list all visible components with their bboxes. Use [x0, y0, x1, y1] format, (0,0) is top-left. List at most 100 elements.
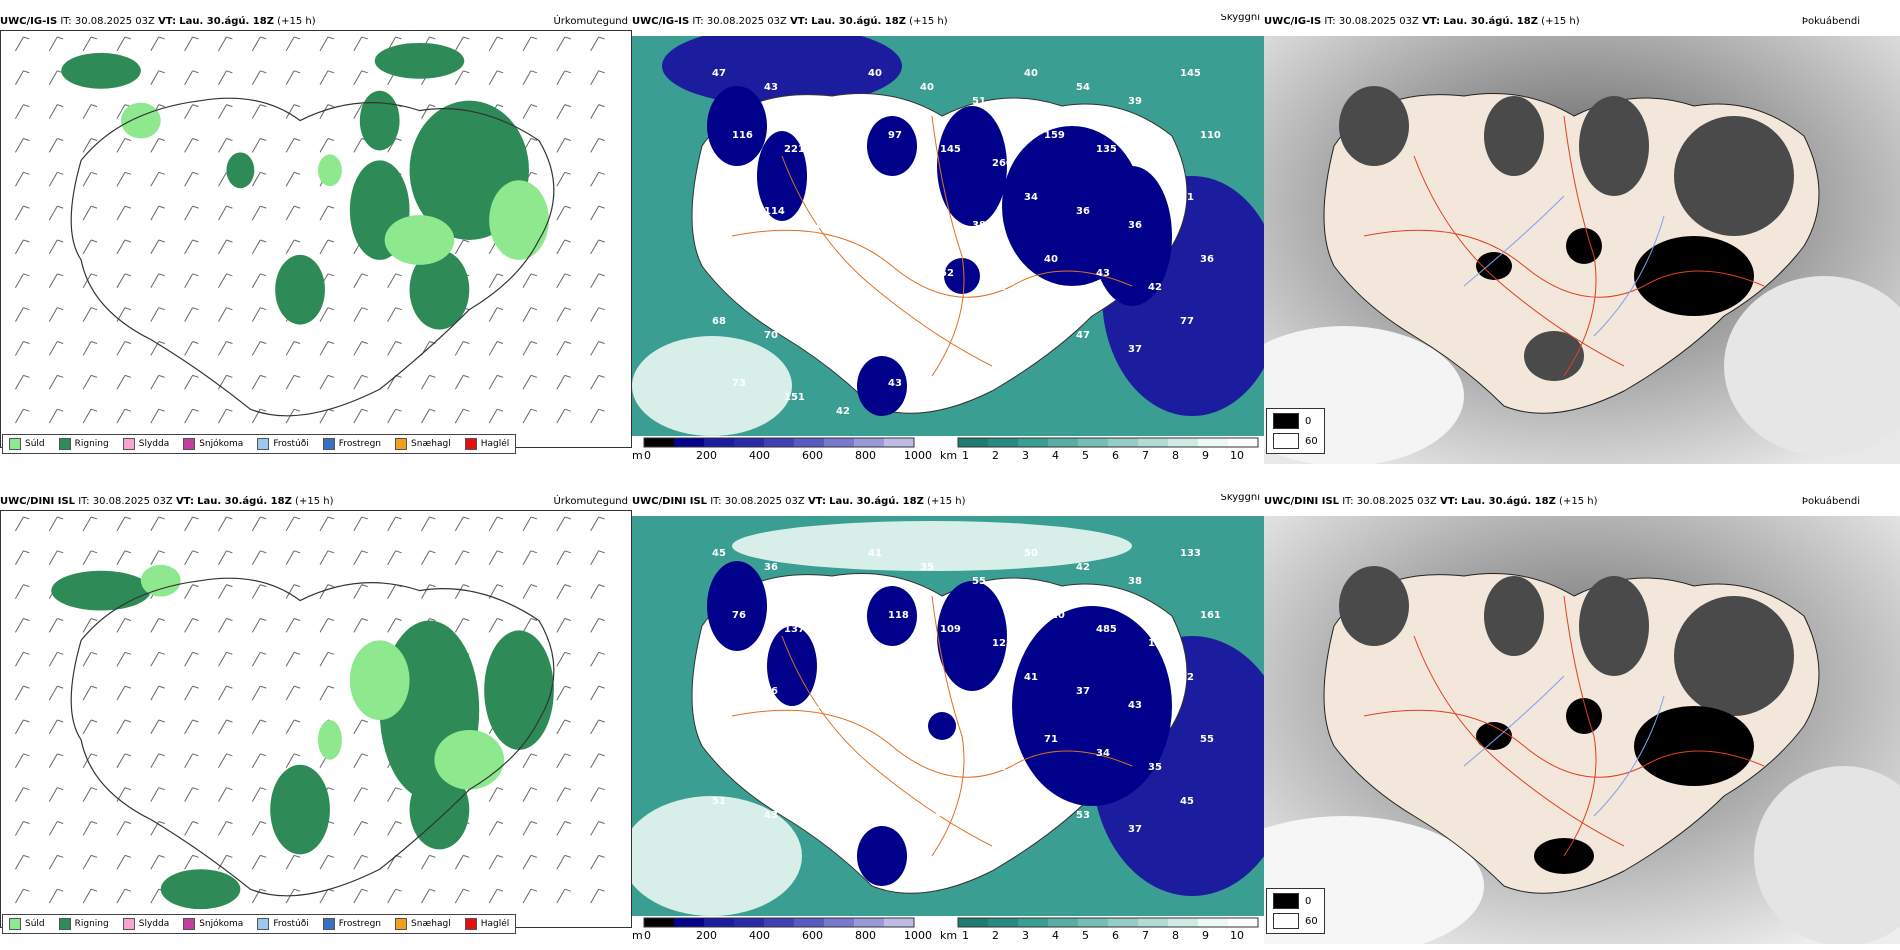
wind-barb — [556, 584, 566, 599]
wind-barb — [285, 516, 295, 532]
wind-barb-flag — [23, 685, 30, 689]
wind-barb-flag — [192, 618, 199, 621]
wind-barb — [251, 516, 261, 532]
lead-time: (+15 h) — [1559, 496, 1598, 507]
wind-barb-flag — [361, 821, 368, 824]
cloud-value: 50 — [1024, 548, 1038, 559]
valid-time: Lau. 30.ágú. 18Z — [197, 496, 292, 507]
height-tick: 800 — [855, 449, 876, 462]
precip-panel-bottom: UWC/DINI ISL IT: 30.08.2025 03Z VT: Lau.… — [0, 494, 632, 944]
cloud-value: 51 — [1180, 192, 1194, 203]
wind-barb-flag — [192, 685, 199, 689]
wind-barb-flag — [530, 584, 538, 588]
wind-barb — [556, 307, 566, 322]
wind-barb-flag — [158, 171, 165, 175]
wind-barb — [387, 307, 397, 322]
wind-barb — [590, 787, 600, 802]
wind-barb — [184, 70, 194, 85]
wind-barb-flag — [293, 70, 301, 74]
wind-barb-flag — [598, 516, 605, 520]
wind-barb-flag — [598, 854, 605, 858]
cloud-value: 56 — [784, 268, 798, 279]
wind-barb — [218, 239, 227, 255]
wind-barb — [116, 172, 126, 187]
wind-barb-flag — [158, 70, 165, 74]
wind-barb — [218, 753, 227, 769]
km-unit: km — [940, 929, 958, 942]
wind-barb — [251, 375, 261, 390]
wind-barb-flag — [463, 374, 470, 378]
wind-barb-flag — [598, 753, 605, 757]
km-tick: 5 — [1082, 449, 1089, 462]
wind-barb-flag — [564, 374, 571, 378]
fog-panel-top: UWC/IG-IS IT: 30.08.2025 03Z VT: Lau. 30… — [1264, 14, 1900, 464]
wind-barb — [251, 753, 261, 769]
wind-barb-flag — [226, 719, 233, 723]
wind-barb-flag — [23, 854, 30, 858]
legend-item-snow: Snjókoma — [183, 438, 243, 450]
wind-barb-flag — [192, 138, 199, 141]
fog-legend-max: 60 — [1305, 915, 1318, 927]
wind-barb-flag — [327, 341, 335, 344]
wind-barb-flag — [260, 753, 267, 757]
cloud-value: 45 — [712, 548, 726, 559]
wind-barb — [522, 787, 532, 802]
wind-barb — [454, 239, 464, 255]
cloud-value: 37 — [920, 206, 934, 217]
wind-barb-flag — [598, 273, 605, 277]
wind-barb — [218, 104, 227, 119]
wind-barb — [48, 618, 58, 633]
wind-barb — [82, 550, 92, 565]
wind-barb-flag — [530, 171, 538, 175]
wind-barb — [251, 172, 261, 187]
wind-barb-flag — [260, 273, 267, 277]
wind-barb-flag — [598, 239, 605, 243]
cloud-value: 37 — [940, 748, 954, 759]
legend-item-snow-pellets: Snæhagl — [395, 438, 451, 450]
wind-barb-flag — [57, 374, 64, 378]
wind-barb — [590, 70, 600, 85]
wind-barb-flag — [23, 787, 30, 791]
wind-barb-flag — [463, 888, 470, 892]
wind-barb-flag — [327, 307, 335, 311]
wind-barb — [421, 516, 430, 532]
wind-barb — [184, 787, 194, 802]
precip-legend: Súld Rigning Slydda Snjókoma Frostúði Fr… — [2, 914, 517, 934]
fog-legend: 0 60 — [1266, 888, 1325, 934]
cloud-value: 40 — [1024, 68, 1038, 79]
km-tick: 4 — [1052, 449, 1059, 462]
model-name: UWC/IG-IS — [1264, 16, 1322, 27]
wind-barb-flag — [361, 36, 368, 40]
panel-header: UWC/IG-IS IT: 30.08.2025 03Z VT: Lau. 30… — [0, 14, 632, 30]
run-time: 30.08.2025 03Z — [1338, 16, 1419, 27]
cloud-value: 53 — [1076, 810, 1090, 821]
wind-barb — [522, 888, 532, 904]
wind-barb — [15, 307, 24, 322]
wind-barb — [590, 550, 600, 565]
wind-barb-flag — [293, 408, 301, 412]
cloud-value: 35 — [1148, 762, 1162, 773]
wind-barb-flag — [530, 888, 538, 892]
wind-barb — [556, 375, 566, 390]
wind-barb-flag — [90, 205, 98, 209]
legend-item-drizzle: Súld — [9, 438, 45, 450]
cloud-value: 76 — [732, 610, 746, 621]
height-tick: 400 — [749, 929, 770, 942]
cloud-value: 221 — [784, 144, 805, 155]
wind-barb-flag — [564, 854, 571, 858]
wind-barb-flag — [361, 273, 368, 277]
wind-barb — [251, 719, 261, 735]
wind-barb — [285, 584, 295, 599]
cloud-value: 46 — [816, 344, 830, 355]
wind-barb — [15, 341, 24, 356]
wind-barb — [251, 821, 261, 836]
wind-barb-flag — [598, 36, 605, 40]
wind-barb — [387, 821, 397, 836]
wind-barb — [116, 104, 126, 119]
wind-barb-flag — [496, 307, 504, 311]
wind-barb-flag — [598, 374, 605, 378]
wind-barb — [590, 753, 600, 769]
wind-barb-flag — [57, 273, 64, 277]
cloud-value: 145 — [1180, 68, 1201, 79]
panel-header: UWC/IG-IS IT: 30.08.2025 03Z VT: Lau. 30… — [632, 14, 1264, 30]
